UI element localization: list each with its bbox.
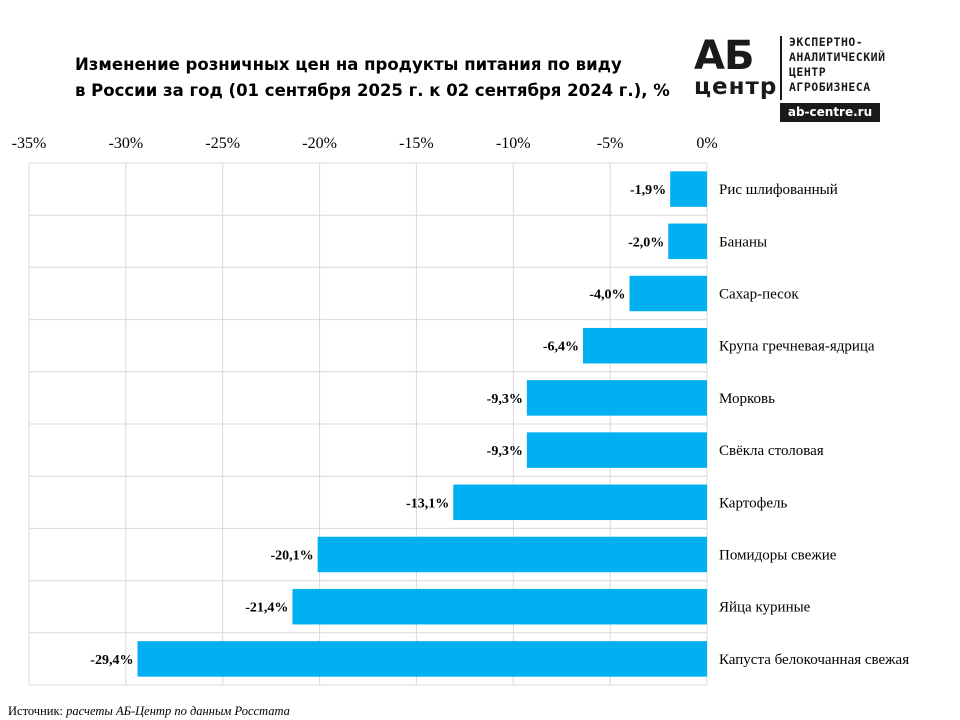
data-label: -4,0% (589, 288, 625, 303)
x-tick-label: -5% (597, 135, 624, 152)
logo-line-4: АГРОБИЗНЕСА (789, 80, 871, 94)
x-tick-label: -10% (496, 135, 531, 152)
logo-text: ЭКСПЕРТНО- АНАЛИТИЧЕСКИЙ ЦЕНТР АГРОБИЗНЕ… (789, 35, 886, 95)
data-label: -20,1% (270, 549, 313, 564)
data-label: -29,4% (90, 653, 133, 668)
x-tick-label: -25% (205, 135, 240, 152)
category-label: Картофель (719, 495, 787, 511)
bar-chart: -35% -30% -25% -20% -15% -10% -5% 0% -1,9% Рис шл… (12, 135, 909, 686)
bar (317, 536, 707, 573)
data-label: -2,0% (628, 235, 664, 250)
data-label: -1,9% (630, 183, 666, 198)
data-label: -9,3% (487, 444, 523, 459)
x-tick-label: -20% (302, 135, 337, 152)
source-note: Источник: расчеты АБ-Центр по данным Рос… (8, 704, 290, 719)
bar (292, 588, 707, 625)
category-label: Крупа гречневая-ядрица (719, 339, 875, 355)
logo-mark-bottom: центр (694, 74, 778, 100)
logo-line-2: АНАЛИТИЧЕСКИЙ (789, 50, 886, 64)
bar (629, 275, 707, 312)
logo-line-1: ЭКСПЕРТНО- (789, 35, 864, 49)
source-text: расчеты АБ-Центр по данным Росстата (63, 704, 290, 718)
category-label: Сахар-песок (719, 287, 799, 303)
x-tick-label: -15% (399, 135, 434, 152)
category-label: Помидоры свежие (719, 548, 837, 564)
data-label: -13,1% (406, 496, 449, 511)
bar (526, 432, 707, 468)
x-tick-label: -35% (12, 135, 47, 152)
category-label: Свёкла столовая (719, 443, 824, 459)
chart-title: Изменение розничных цен на продукты пита… (75, 52, 675, 104)
category-label: Капуста белокочанная свежая (719, 652, 909, 668)
data-label: -6,4% (543, 340, 579, 355)
logo-separator (780, 36, 782, 100)
bar (668, 223, 707, 260)
bar (583, 327, 707, 364)
ab-centre-logo: АБ центр ЭКСПЕРТНО- АНАЛИТИЧЕСКИЙ ЦЕНТР … (692, 33, 932, 122)
data-label: -9,3% (487, 392, 523, 407)
chart-title-line-2: в России за год (01 сентября 2025 г. к 0… (75, 81, 670, 100)
bar (526, 380, 707, 416)
logo-url: ab-centre.ru (780, 103, 880, 122)
logo-mark-top: АБ (694, 33, 754, 79)
source-label: Источник: (8, 704, 64, 718)
category-label: Бананы (719, 234, 767, 250)
x-tick-label: 0% (696, 135, 717, 152)
logo-line-3: ЦЕНТР (789, 65, 827, 79)
category-label: Яйца куриные (719, 600, 811, 616)
bar (137, 641, 708, 677)
x-tick-label: -30% (109, 135, 144, 152)
bar (670, 171, 707, 207)
bar (453, 484, 707, 521)
category-label: Рис шлифованный (719, 182, 838, 198)
chart-title-line-1: Изменение розничных цен на продукты пита… (75, 55, 622, 74)
data-label: -21,4% (245, 601, 288, 616)
category-label: Морковь (719, 391, 775, 407)
